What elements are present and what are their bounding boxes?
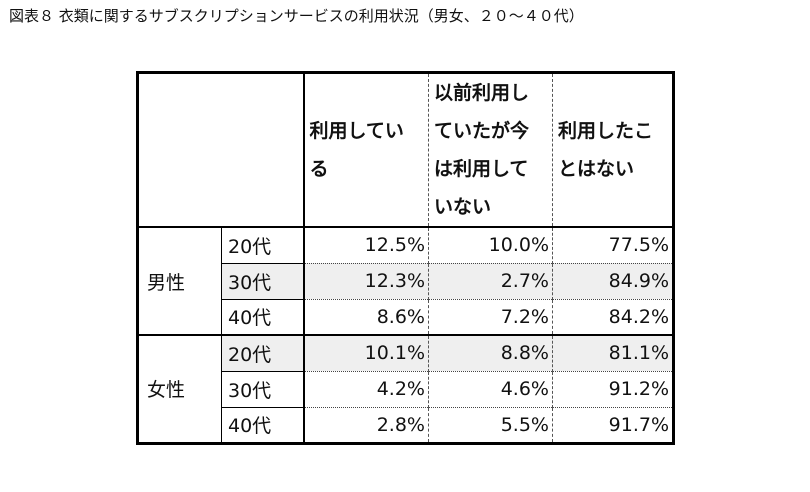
figure-caption: 図表８ 衣類に関するサブスクリプションサービスの利用状況（男女、２０～４０代） xyxy=(9,7,584,25)
group-label-female: 女性 xyxy=(137,334,222,443)
value-cell-using: 4.2% xyxy=(303,371,429,408)
age-label: 20代 xyxy=(221,334,305,372)
column-header-line: 以前利用し xyxy=(434,82,530,104)
column-header-line: 利用してい xyxy=(309,120,404,142)
table-row-male-30s: 30代 12.3% 2.7% 84.9% xyxy=(138,263,674,300)
column-header-using: 利用してい る xyxy=(303,72,429,228)
column-header-line: とはない xyxy=(558,158,635,180)
value-cell-never-used: 81.1% xyxy=(552,334,674,372)
column-header-line: は利用して xyxy=(434,158,529,180)
table-row-female-20s: 女性 20代 10.1% 8.8% 81.1% xyxy=(137,334,674,443)
group-label-male: 男性 xyxy=(137,227,222,335)
column-header-line: いない xyxy=(434,196,492,218)
value-cell-used-before: 10.0% xyxy=(428,227,553,264)
value-cell-using: 2.8% xyxy=(303,407,429,443)
age-label: 40代 xyxy=(221,299,305,336)
value-cell-never-used: 77.5% xyxy=(552,227,674,264)
value-cell-never-used: 91.2% xyxy=(552,371,674,408)
value-cell-used-before: 5.5% xyxy=(428,407,553,443)
column-header-line: る xyxy=(309,158,329,180)
value-cell-used-before: 8.8% xyxy=(428,334,553,372)
value-cell-never-used: 84.9% xyxy=(552,263,674,300)
header-corner xyxy=(137,72,305,228)
column-header-never-used: 利用したこ とはない xyxy=(552,72,674,228)
value-cell-never-used: 84.2% xyxy=(552,299,674,336)
table-header-row: 利用してい る 以前利用し ていたが今 は利用して いない 利用したこ とはない xyxy=(137,72,674,228)
value-cell-using: 12.3% xyxy=(303,263,429,300)
value-cell-used-before: 4.6% xyxy=(428,371,553,408)
table-row-male-20s: 男性 20代 12.5% 10.0% 77.5% xyxy=(137,227,674,335)
column-header-used-before: 以前利用し ていたが今 は利用して いない xyxy=(428,72,553,228)
value-cell-using: 10.1% xyxy=(303,334,429,372)
age-label: 30代 xyxy=(221,263,305,300)
value-cell-using: 8.6% xyxy=(303,299,429,336)
table-row-female-30s: 30代 4.2% 4.6% 91.2% xyxy=(138,371,674,408)
value-cell-never-used: 91.7% xyxy=(608,413,669,436)
value-cell-using: 12.5% xyxy=(303,227,429,264)
usage-table: 利用してい る 以前利用し ていたが今 は利用して いない 利用したこ とはない… xyxy=(136,71,675,445)
table-row-female-40s: 40代 2.8% 5.5% 91.7% xyxy=(138,407,674,443)
column-header-line: ていたが今 xyxy=(434,120,530,142)
value-cell-used-before: 7.2% xyxy=(428,299,553,336)
age-label: 20代 xyxy=(221,227,305,264)
value-cell-used-before: 2.7% xyxy=(428,263,553,300)
column-header-line: 利用したこ xyxy=(558,120,654,142)
age-label: 40代 xyxy=(221,407,305,443)
age-label: 30代 xyxy=(221,371,305,408)
